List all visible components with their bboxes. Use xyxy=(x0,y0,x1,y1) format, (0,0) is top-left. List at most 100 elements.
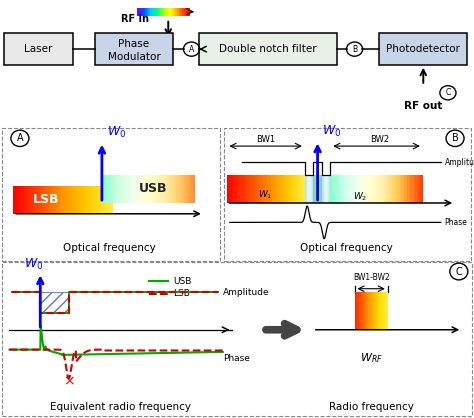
Bar xyxy=(354,175,355,203)
Bar xyxy=(162,175,164,203)
Bar xyxy=(174,8,175,16)
Bar xyxy=(360,175,361,203)
Text: B: B xyxy=(352,45,357,54)
Bar xyxy=(143,8,144,16)
Bar xyxy=(262,175,264,203)
Bar xyxy=(160,8,161,16)
Bar xyxy=(106,186,108,214)
Bar xyxy=(372,292,373,330)
Bar xyxy=(155,8,156,16)
Bar xyxy=(109,186,111,214)
Bar xyxy=(140,175,142,203)
Bar xyxy=(90,186,91,214)
Bar xyxy=(120,175,122,203)
Bar xyxy=(111,186,113,214)
Bar xyxy=(365,292,366,330)
Bar xyxy=(286,175,288,203)
Bar xyxy=(144,8,145,16)
Bar xyxy=(253,175,254,203)
Bar xyxy=(367,175,369,203)
Text: $\times$: $\times$ xyxy=(63,375,74,389)
Bar xyxy=(250,175,252,203)
Bar xyxy=(191,175,193,203)
Bar xyxy=(368,292,369,330)
FancyBboxPatch shape xyxy=(4,33,73,65)
Bar xyxy=(184,8,185,16)
Bar xyxy=(258,175,259,203)
Bar xyxy=(407,175,409,203)
Text: C: C xyxy=(456,267,462,277)
Bar xyxy=(43,186,45,214)
Bar xyxy=(415,175,417,203)
Text: RF in: RF in xyxy=(121,14,149,24)
Bar xyxy=(140,8,141,16)
Bar xyxy=(268,175,270,203)
Text: Radio frequency: Radio frequency xyxy=(328,402,414,412)
Text: C: C xyxy=(445,88,451,97)
Bar xyxy=(187,175,189,203)
Bar xyxy=(128,175,130,203)
Bar xyxy=(63,186,65,214)
Bar xyxy=(279,175,280,203)
Bar xyxy=(100,186,101,214)
Bar xyxy=(83,186,85,214)
Bar xyxy=(56,186,58,214)
Bar xyxy=(289,175,291,203)
Bar xyxy=(162,8,163,16)
Bar xyxy=(272,175,274,203)
Bar xyxy=(66,186,68,214)
Bar xyxy=(339,175,341,203)
Bar xyxy=(361,292,362,330)
Bar xyxy=(362,292,363,330)
Bar xyxy=(157,175,159,203)
Bar xyxy=(143,8,144,16)
Text: Optical frequency: Optical frequency xyxy=(300,243,392,253)
Text: RF out: RF out xyxy=(404,101,442,111)
Bar xyxy=(375,292,376,330)
Bar xyxy=(176,8,177,16)
Bar xyxy=(193,175,194,203)
Bar xyxy=(177,8,178,16)
Bar xyxy=(183,8,184,16)
Bar xyxy=(84,186,86,214)
Bar xyxy=(131,175,133,203)
Bar xyxy=(134,175,136,203)
Bar xyxy=(410,175,412,203)
Bar xyxy=(36,186,38,214)
Bar xyxy=(40,292,69,313)
Bar xyxy=(361,292,362,330)
Bar xyxy=(155,8,156,16)
Bar xyxy=(103,175,105,203)
Bar xyxy=(369,175,371,203)
Bar xyxy=(133,175,135,203)
Bar xyxy=(362,292,363,330)
Bar xyxy=(385,292,386,330)
Text: $W_1$: $W_1$ xyxy=(258,189,273,201)
Bar xyxy=(170,175,172,203)
Bar xyxy=(234,175,236,203)
Bar xyxy=(241,175,242,203)
Bar xyxy=(383,292,384,330)
Text: A: A xyxy=(17,133,23,143)
Bar xyxy=(176,175,178,203)
Bar xyxy=(372,292,373,330)
Bar xyxy=(25,186,27,214)
Bar xyxy=(38,186,40,214)
Text: $W_{RF}$: $W_{RF}$ xyxy=(360,352,383,365)
Bar xyxy=(363,175,365,203)
Text: Laser: Laser xyxy=(24,44,52,54)
Bar xyxy=(400,175,401,203)
Bar xyxy=(251,175,253,203)
Bar xyxy=(240,175,241,203)
Text: Amplitude: Amplitude xyxy=(223,288,269,297)
Bar xyxy=(70,186,72,214)
Bar xyxy=(412,175,414,203)
Bar xyxy=(383,175,384,203)
Bar xyxy=(185,175,187,203)
Bar xyxy=(68,186,70,214)
Bar xyxy=(375,292,376,330)
Bar xyxy=(168,175,170,203)
Bar xyxy=(179,175,181,203)
Bar xyxy=(381,292,382,330)
Bar xyxy=(233,175,235,203)
